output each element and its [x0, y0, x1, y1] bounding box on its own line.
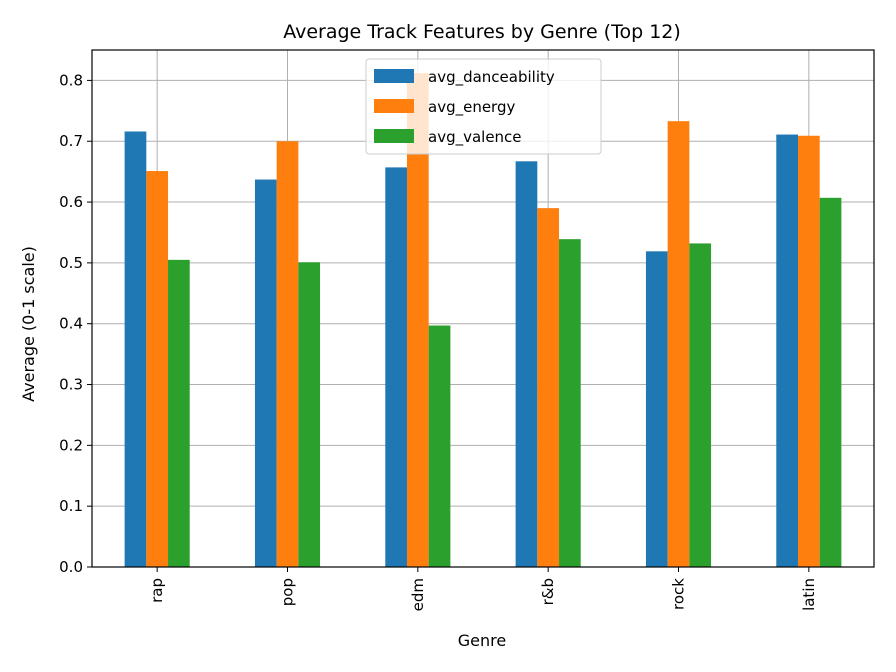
bar — [645, 251, 668, 568]
legend: avg_danceability avg_energy avg_valence — [365, 58, 602, 155]
y-tick-label: 0.4 — [59, 315, 83, 333]
x-tick-label: latin — [800, 578, 818, 611]
bar — [428, 325, 451, 567]
bar — [385, 167, 407, 567]
bar — [276, 141, 299, 567]
bar — [559, 239, 581, 567]
bar — [254, 179, 277, 567]
bar — [168, 259, 190, 567]
bar — [776, 134, 798, 567]
legend-label: avg_danceability — [428, 68, 555, 87]
y-tick-label: 0.8 — [59, 71, 83, 89]
x-tick-label: r&b — [539, 578, 557, 605]
plot-frame — [91, 49, 875, 568]
bar — [689, 243, 712, 567]
y-tick-label: 0.0 — [59, 558, 83, 576]
bar — [537, 208, 560, 567]
x-axis-label: Genre — [458, 631, 506, 650]
bar — [819, 197, 842, 567]
bar — [146, 171, 169, 567]
x-tick-label: edm — [409, 578, 427, 611]
y-tick-label: 0.6 — [59, 193, 83, 211]
y-tick-label: 0.2 — [59, 436, 83, 454]
y-axis-label: Average (0-1 scale) — [19, 246, 38, 402]
bars — [124, 73, 842, 568]
y-tick-label: 0.5 — [59, 254, 83, 272]
axes: 0.0 0.1 0.2 0.3 0.4 0.5 0.6 0.7 0.8 rap pop edm r&b r… — [59, 49, 875, 611]
bar — [406, 73, 429, 567]
legend-label: avg_energy — [428, 98, 515, 117]
bar — [797, 135, 820, 567]
y-tick-label: 0.7 — [59, 132, 83, 150]
chart-title: Average Track Features by Genre (Top 12) — [283, 21, 681, 43]
legend-swatch — [374, 129, 414, 143]
bar — [298, 262, 321, 567]
x-tick-label: pop — [279, 578, 297, 606]
y-tick-label: 0.1 — [59, 497, 83, 515]
bar — [515, 161, 538, 567]
legend-box — [365, 58, 602, 155]
bar — [667, 121, 690, 568]
legend-swatch — [374, 99, 414, 113]
legend-label: avg_valence — [428, 128, 522, 147]
legend-swatch — [374, 69, 414, 83]
x-tick-label: rap — [148, 578, 166, 603]
bar — [124, 131, 147, 567]
y-tick-label: 0.3 — [59, 376, 83, 394]
x-tick-label: rock — [670, 578, 688, 610]
